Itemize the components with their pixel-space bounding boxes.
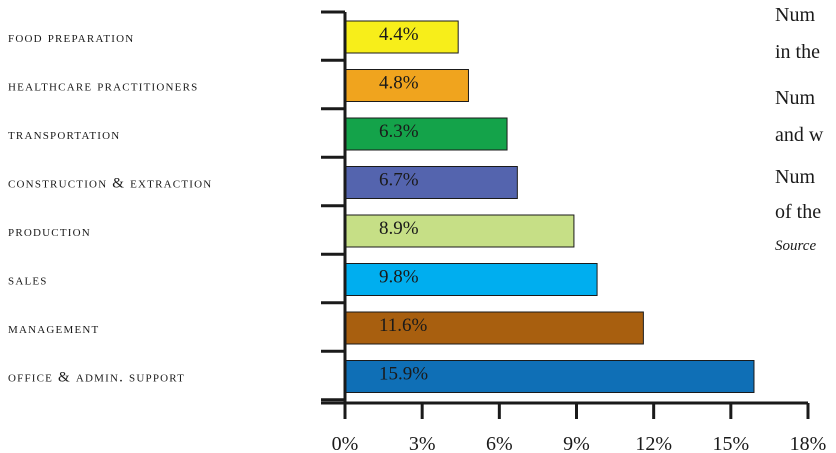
bar-value-label: 15.9% <box>379 364 428 385</box>
source-note: Source <box>775 238 817 254</box>
bar <box>344 311 644 345</box>
bar-value-label: 4.8% <box>379 73 419 94</box>
side-text-line: Num <box>775 87 815 109</box>
category-labels: FOOD PREPARATION HEALTHCARE PRACTITIONERS… <box>8 30 212 386</box>
bar-value-label: 6.7% <box>379 170 419 191</box>
side-text-line: Num <box>775 166 815 188</box>
x-tick-label: 12% <box>635 433 672 453</box>
category-label: CONSTRUCTION & EXTRACTION <box>8 176 212 192</box>
side-text-line: Num <box>775 4 815 26</box>
bar-value-label: 8.9% <box>379 218 419 239</box>
category-label: MANAGEMENT <box>8 321 99 337</box>
side-text-line: and w <box>775 124 824 146</box>
category-label: FOOD PREPARATION <box>8 30 134 46</box>
bar <box>344 166 518 199</box>
bar <box>344 69 469 102</box>
category-label: OFFICE & ADMIN. SUPPORT <box>8 370 185 386</box>
category-label: SALES <box>8 273 48 289</box>
x-tick-label: 18% <box>790 433 827 453</box>
x-tick-label: 0% <box>332 433 359 453</box>
x-tick-label: 15% <box>712 433 749 453</box>
x-tick-label: 3% <box>409 433 436 453</box>
side-text-line: in the <box>775 41 820 63</box>
bar-value-label: 4.4% <box>379 24 419 45</box>
bar-value-label: 9.8% <box>379 267 419 288</box>
x-tick-label: 6% <box>486 433 513 453</box>
category-label: PRODUCTION <box>8 224 91 240</box>
axes <box>321 10 808 419</box>
category-label: HEALTHCARE PRACTITIONERS <box>8 79 198 95</box>
bar <box>344 214 575 248</box>
side-text-line: of the <box>775 201 822 223</box>
bar-value-label: 6.3% <box>379 121 419 142</box>
bar <box>344 117 508 151</box>
category-label: TRANSPORTATION <box>8 127 120 143</box>
bar <box>344 20 459 54</box>
bar-value-labels: 4.4% 4.8% 6.3% 6.7% 8.9% 9.8% 11.6% 15.9% <box>379 24 428 385</box>
bar-value-label: 11.6% <box>379 315 428 336</box>
x-tick-label: 9% <box>563 433 590 453</box>
bars <box>344 20 755 393</box>
x-axis-ticks: 0% 3% 6% 9% 12% 15% 18% <box>332 403 827 453</box>
